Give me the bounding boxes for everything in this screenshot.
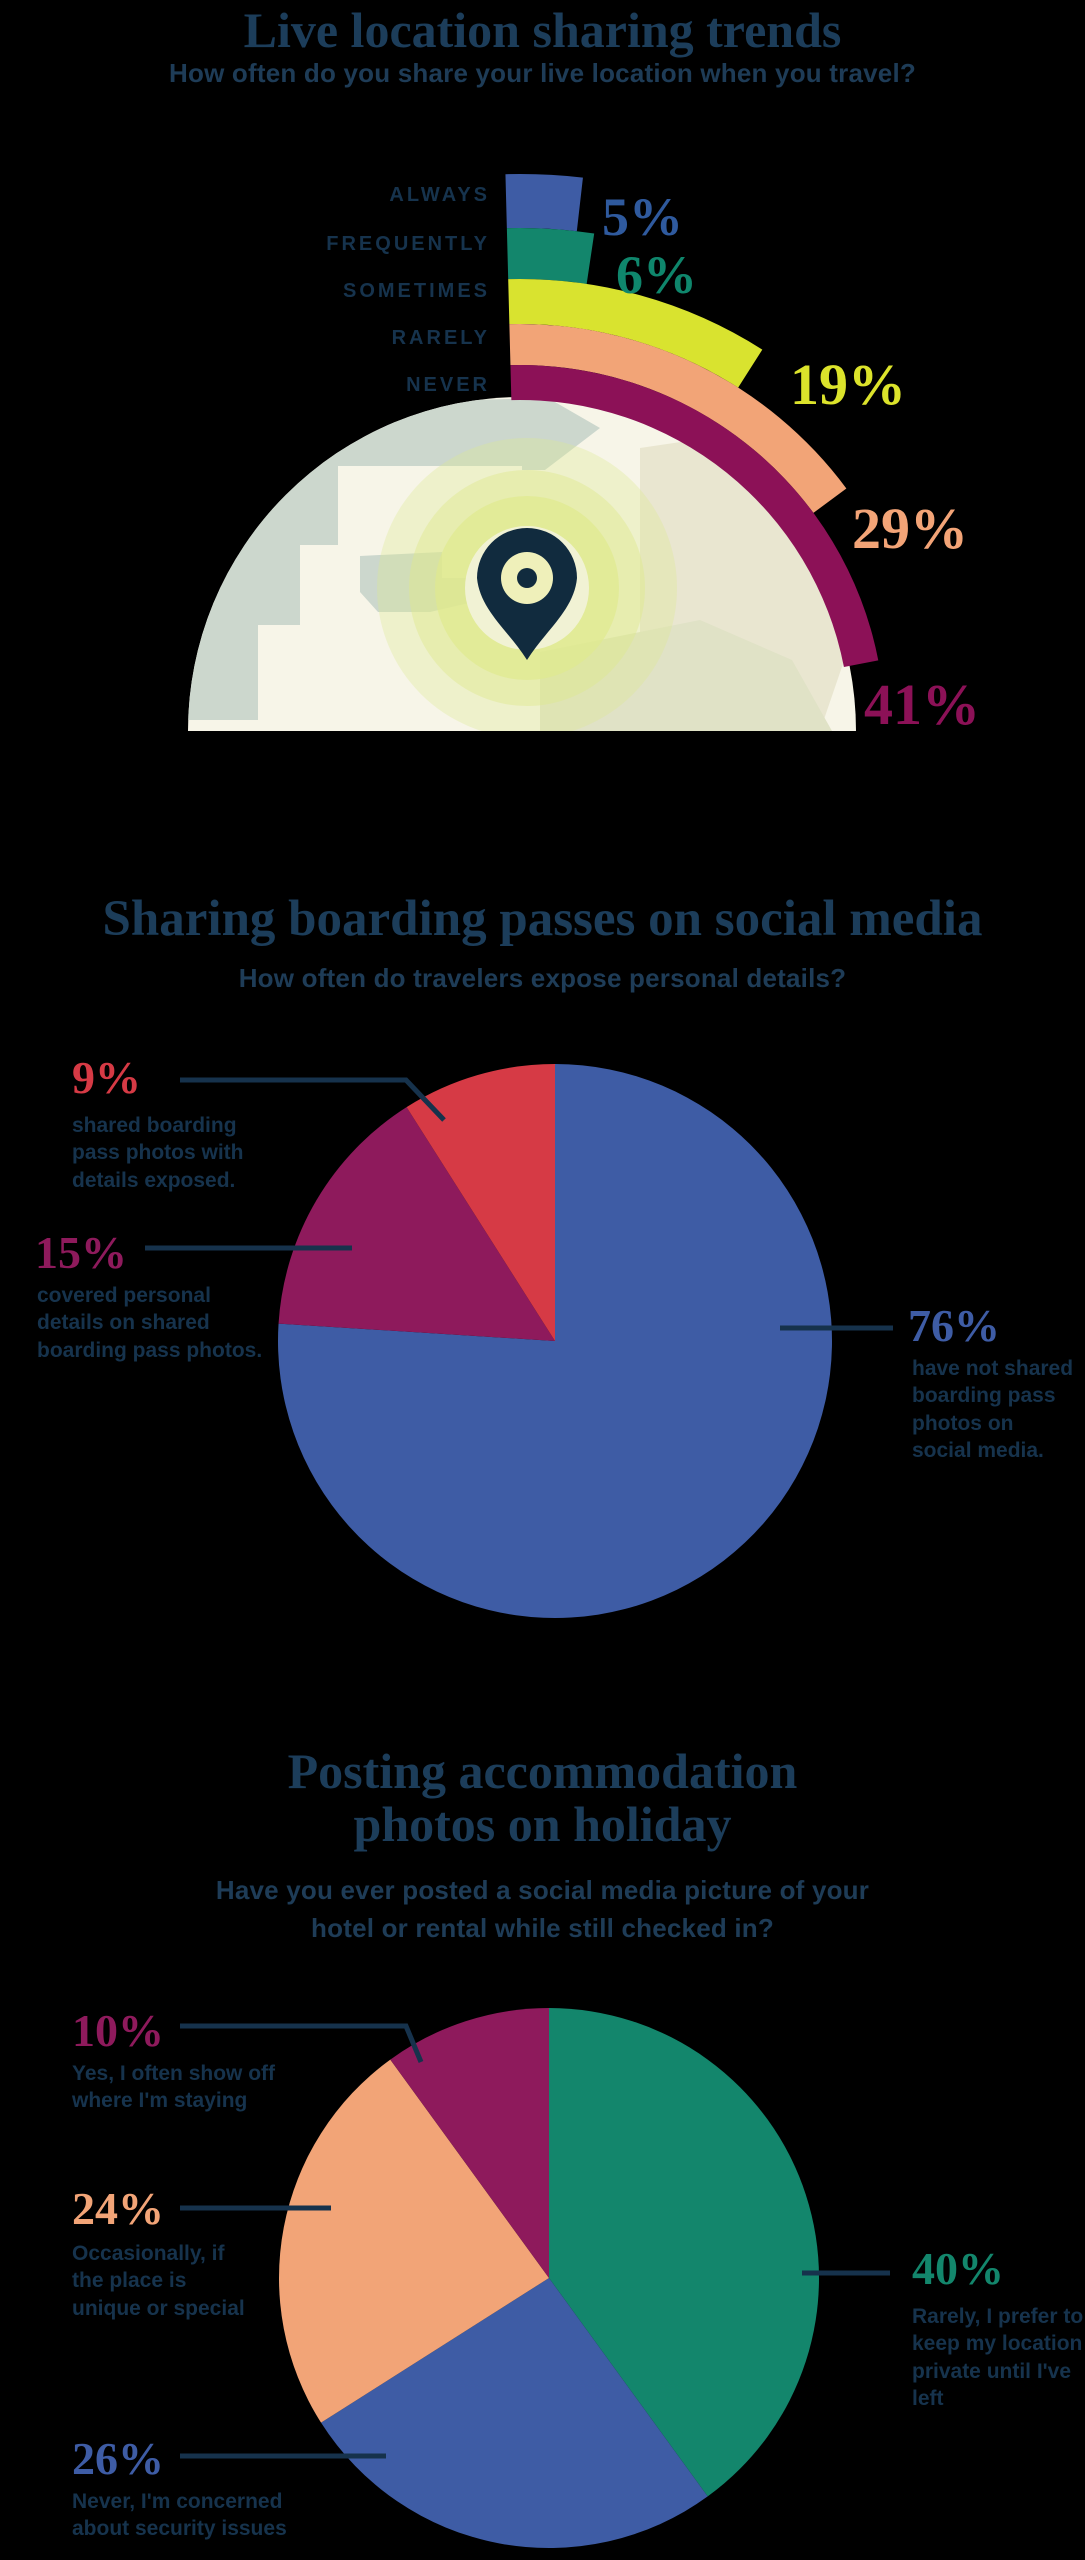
value-label-never: 41%	[864, 672, 980, 737]
pie1-label-9pct: 9%	[72, 1052, 141, 1103]
pie-boarding-passes	[277, 1064, 833, 1619]
pie2-label-40pct: 40%	[912, 2243, 1004, 2294]
pie1-desc-76pct: have not shared boarding pass photos on …	[912, 1357, 1074, 1462]
pie1-desc-9pct: shared boarding pass photos with details…	[72, 1114, 244, 1192]
section1-subtitle: How often do you share your live locatio…	[169, 58, 916, 88]
category-label-frequently: FREQUENTLY	[326, 233, 490, 255]
category-label-never: NEVER	[406, 374, 490, 396]
radial-ring-sometimes	[508, 279, 763, 388]
accommodation-slice-10pct	[390, 2008, 549, 2278]
boarding-pass-slice-9pct	[406, 1064, 555, 1341]
value-label-always: 5%	[602, 187, 683, 247]
section3-title: Posting accommodation photos on holiday	[287, 1743, 798, 1852]
value-label-rarely: 29%	[852, 496, 968, 561]
pie2-desc-26pct: Never, I'm concerned about security issu…	[72, 2490, 287, 2541]
radial-rings-group	[505, 174, 879, 668]
radial-ring-frequently	[506, 228, 595, 284]
pie2-desc-10pct: Yes, I often show off where I'm staying	[72, 2062, 276, 2113]
pie2-label-10pct: 10%	[72, 2005, 164, 2056]
pin-center-dot	[517, 568, 537, 588]
globe-illustration	[188, 397, 856, 731]
pie1-label-15pct: 15%	[35, 1227, 127, 1278]
pie-accommodation-photos	[278, 2008, 819, 2548]
accommodation-slice-24pct	[278, 2059, 549, 2423]
category-label-always: ALWAYS	[389, 184, 490, 206]
radial-ring-never	[510, 365, 879, 668]
pie2-desc-40pct: Rarely, I prefer to keep my location pri…	[912, 2305, 1084, 2410]
category-label-rarely: RARELY	[391, 327, 490, 349]
boarding-pass-slice-15pct	[278, 1107, 555, 1341]
leader-line-10pct	[180, 2023, 424, 2063]
continent-south	[540, 620, 832, 731]
radial-ring-always	[505, 174, 583, 232]
pie2-label-26pct: 26%	[72, 2433, 164, 2484]
radial-ring-rarely	[509, 324, 847, 513]
section2-title: Sharing boarding passes on social media	[102, 891, 983, 947]
pie1-desc-15pct: covered personal details on shared board…	[37, 1284, 263, 1362]
accommodation-slice-26pct	[321, 2278, 708, 2548]
section2-subtitle: How often do travelers expose personal d…	[238, 963, 847, 993]
accommodation-slice-40pct	[549, 2008, 819, 2497]
category-label-sometimes: SOMETIMES	[342, 280, 490, 302]
pie1-label-76pct: 76%	[908, 1300, 1000, 1351]
value-label-frequently: 6%	[616, 245, 697, 305]
pie2-desc-24pct: Occasionally, if the place is unique or …	[72, 2242, 245, 2320]
leader-line-9pct	[180, 1077, 446, 1122]
section1-title: Live location sharing trends	[243, 2, 842, 58]
pie2-label-24pct: 24%	[72, 2183, 164, 2234]
value-label-sometimes: 19%	[790, 352, 906, 417]
section3-subtitle: Have you ever posted a social media pict…	[215, 1875, 870, 1943]
